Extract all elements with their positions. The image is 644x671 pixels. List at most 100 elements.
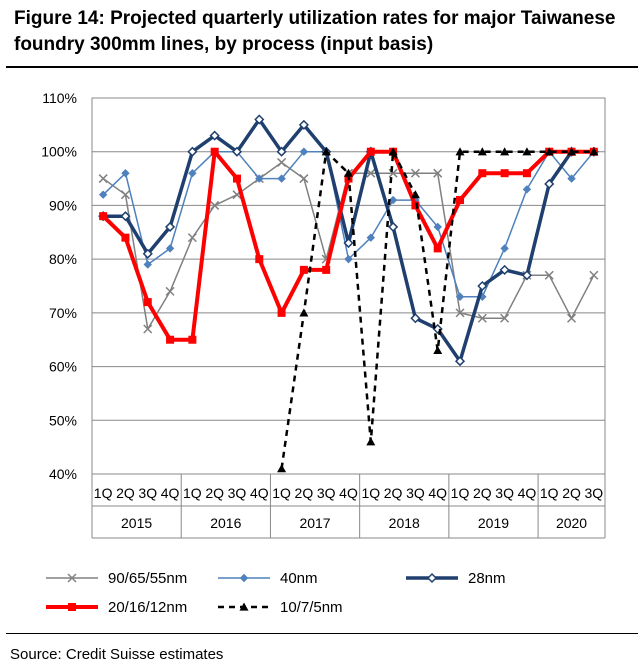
x-tick-label: 2Q [205, 485, 224, 501]
data-point [67, 573, 77, 583]
data-point [388, 221, 399, 232]
x-tick-label: 3Q [585, 485, 604, 501]
data-point [478, 169, 487, 178]
x-tick-label: 2Q [562, 485, 581, 501]
x-tick-label: 3Q [406, 485, 425, 501]
x-tick-label: 1Q [183, 485, 202, 501]
figure-title: Figure 14: Projected quarterly utilizati… [14, 8, 616, 55]
x-tick-label: 4Q [339, 485, 358, 501]
year-label: 2018 [389, 515, 420, 531]
data-point [544, 270, 554, 280]
data-point [143, 298, 152, 307]
data-point [254, 114, 265, 125]
data-point [366, 168, 376, 178]
data-point [321, 147, 331, 156]
x-tick-label: 4Q [161, 485, 180, 501]
x-tick-label: 4Q [428, 485, 447, 501]
data-point [99, 212, 108, 221]
x-tick-label: 1Q [451, 485, 470, 501]
data-point [366, 437, 376, 446]
legend-item: 28nm [406, 570, 506, 587]
series-lines [98, 114, 599, 473]
data-point [277, 157, 287, 167]
data-point [299, 147, 309, 156]
data-point [454, 356, 466, 367]
data-point [277, 464, 287, 473]
data-point [165, 221, 176, 232]
y-tick-label: 90% [49, 197, 77, 213]
data-point [455, 292, 465, 301]
data-point [500, 147, 510, 156]
x-tick-label: 1Q [272, 485, 291, 501]
x-tick-label: 1Q [361, 485, 380, 501]
data-point [426, 572, 438, 584]
data-point [343, 237, 354, 249]
data-point [544, 178, 555, 190]
data-point [98, 190, 108, 199]
data-point [143, 260, 152, 269]
data-point [298, 119, 309, 130]
data-point [231, 146, 243, 157]
data-point [388, 195, 398, 205]
data-point [521, 270, 532, 281]
x-tick-label: 4Q [250, 485, 269, 501]
data-point [166, 335, 175, 344]
data-point [589, 147, 599, 156]
data-point [299, 308, 309, 317]
data-point [239, 602, 249, 611]
data-point [589, 270, 599, 280]
data-point [500, 244, 509, 253]
legend-label: 20/16/12nm [108, 599, 187, 616]
data-point [455, 308, 465, 318]
data-point [209, 130, 220, 141]
y-tick-label: 70% [49, 305, 77, 321]
data-point [567, 313, 577, 323]
x-tick-label: 2Q [116, 485, 135, 501]
data-point [322, 265, 331, 274]
x-tick-label: 2Q [295, 485, 314, 501]
data-point [477, 313, 487, 323]
year-label: 2017 [299, 515, 330, 531]
data-point [433, 168, 443, 178]
data-point [477, 147, 487, 156]
data-point [120, 190, 130, 200]
data-point [455, 147, 465, 156]
series-line [280, 150, 594, 469]
legend-label: 40nm [280, 570, 318, 587]
data-point [165, 244, 175, 253]
data-point [239, 573, 249, 583]
x-tick-label: 2Q [384, 485, 403, 501]
legend-item: 10/7/5nm [218, 599, 343, 616]
data-point [187, 233, 197, 243]
data-point [120, 211, 131, 222]
y-tick-label: 100% [41, 144, 77, 160]
legend-label: 90/65/55nm [108, 570, 187, 587]
legend: 90/65/55nm 40nm 28nm 20/16/12nm 10/7/5nm [46, 570, 506, 616]
data-point [411, 201, 420, 210]
y-tick-label: 110% [42, 90, 77, 106]
data-point [388, 147, 398, 156]
data-point [499, 264, 510, 275]
data-point [210, 147, 219, 156]
data-point [410, 190, 420, 199]
data-point [255, 174, 264, 183]
x-tick-label: 2Q [473, 485, 492, 501]
x-tick-label: 3Q [228, 485, 247, 501]
data-point [344, 168, 353, 177]
legend-label: 10/7/5nm [280, 599, 343, 616]
data-point [433, 244, 442, 253]
data-point [188, 335, 197, 344]
data-point [522, 185, 532, 194]
data-point [98, 174, 108, 184]
legend-label: 28nm [468, 570, 506, 587]
data-point [121, 168, 130, 178]
data-point [68, 603, 76, 611]
data-point [477, 280, 488, 292]
data-point [276, 146, 287, 157]
data-point [277, 174, 286, 183]
data-point [366, 147, 375, 156]
data-point [410, 313, 421, 324]
source-note: Source: Credit Suisse estimates [10, 646, 224, 663]
x-tick-label: 1Q [540, 485, 559, 501]
